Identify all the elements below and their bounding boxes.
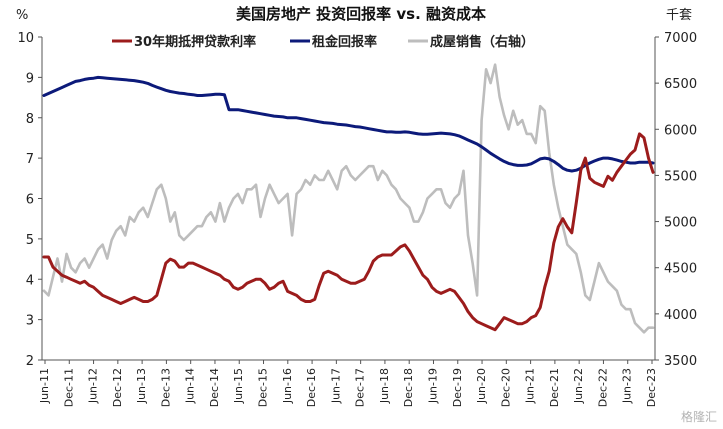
x-tick-label: Jun-23 (621, 368, 634, 404)
x-axis-ticks: Jun-11 Dec-11 Jun-12 Dec-12 Jun-13 Dec-13 Jun-… (38, 360, 658, 407)
legend-item-rental-yield: 租金回报率 (290, 34, 377, 50)
x-tick-label: Jun-11 (38, 368, 51, 404)
x-tick-label: Dec-14 (208, 368, 221, 407)
x-tick-label: Dec-19 (451, 368, 464, 407)
legend-label-rental-yield: 租金回报率 (312, 34, 377, 50)
left-y-tick-label: 6 (26, 193, 34, 208)
x-tick-label: Jun-14 (184, 368, 197, 404)
right-y-tick-label: 3500 (664, 354, 697, 369)
watermark-logo: 格隆汇 (680, 410, 717, 424)
x-tick-label: Dec-23 (645, 368, 658, 407)
legend: 30年期抵押贷款利率 租金回报率 成屋销售（右轴） (112, 34, 534, 50)
series-line-existing-home-sales (42, 63, 655, 334)
left-y-tick-label: 4 (26, 273, 34, 288)
left-y-tick-label: 10 (17, 31, 34, 46)
right-y-tick-label: 5000 (664, 216, 697, 231)
legend-label-existing-home-sales: 成屋销售（右轴） (430, 34, 534, 50)
chart-title: 美国房地产 投资回报率 vs. 融资成本 (236, 5, 486, 23)
x-tick-label: Dec-17 (354, 368, 367, 407)
x-tick-label: Jun-19 (426, 368, 439, 404)
left-y-tick-label: 3 (26, 314, 34, 329)
series-line-rental-yield (42, 75, 655, 173)
legend-item-existing-home-sales: 成屋销售（右轴） (408, 34, 534, 50)
right-y-tick-label: 7000 (664, 31, 697, 46)
x-tick-label: Jun-13 (135, 368, 148, 404)
right-y-tick-label: 6500 (664, 77, 697, 92)
x-tick-label: Dec-12 (111, 368, 124, 407)
right-axis-unit: 千套 (666, 7, 692, 23)
x-tick-label: Jun-20 (475, 368, 488, 404)
x-tick-label: Jun-16 (281, 368, 294, 404)
left-y-tick-label: 7 (26, 152, 34, 167)
x-tick-label: Dec-22 (596, 368, 609, 407)
x-tick-label: Dec-16 (305, 368, 318, 407)
x-tick-label: Dec-11 (62, 368, 75, 407)
x-tick-label: Dec-20 (499, 368, 512, 407)
left-y-tick-label: 8 (26, 112, 34, 127)
series-layer (42, 63, 655, 334)
x-tick-label: Dec-21 (548, 368, 561, 407)
legend-item-mortgage-rate: 30年期抵押贷款利率 (112, 34, 256, 50)
x-tick-label: Dec-15 (257, 368, 270, 407)
right-y-tick-label: 4500 (664, 262, 697, 277)
right-y-tick-label: 4000 (664, 308, 697, 323)
left-axis-unit: % (16, 8, 28, 23)
x-tick-label: Jun-22 (572, 368, 585, 404)
right-y-tick-label: 6000 (664, 123, 697, 138)
x-tick-label: Jun-21 (524, 368, 537, 404)
x-tick-label: Dec-18 (402, 368, 415, 407)
x-tick-label: Dec-13 (159, 368, 172, 407)
series-line-mortgage-rate (42, 132, 655, 332)
x-tick-label: Jun-12 (87, 368, 100, 404)
left-y-tick-label: 9 (26, 71, 34, 86)
left-y-tick-label: 2 (26, 354, 34, 369)
axes: 2 3 4 5 6 7 8 9 10 3500 4000 4500 5000 5500 6000 6500 70… (17, 31, 697, 369)
x-tick-label: Jun-17 (329, 368, 342, 404)
left-y-tick-label: 5 (26, 233, 34, 248)
x-tick-label: Jun-18 (378, 368, 391, 404)
legend-label-mortgage-rate: 30年期抵押贷款利率 (134, 34, 256, 50)
x-tick-label: Jun-15 (232, 368, 245, 404)
right-y-tick-label: 5500 (664, 169, 697, 184)
